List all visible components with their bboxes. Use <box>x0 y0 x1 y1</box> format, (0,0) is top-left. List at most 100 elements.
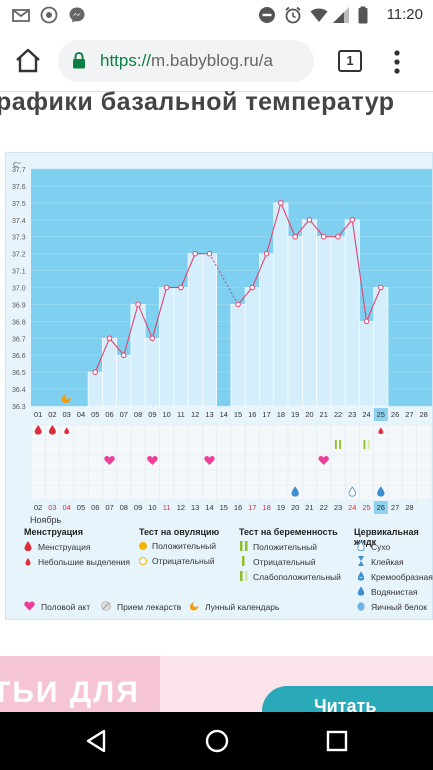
x-day-label: 20 <box>305 410 313 419</box>
x-day-label: 02 <box>48 410 56 419</box>
current-date-highlight <box>373 501 388 514</box>
cervical-dry-icon <box>348 486 356 497</box>
x-day-label: 13 <box>205 410 213 419</box>
x-day-label: 15 <box>234 410 242 419</box>
drop-icon <box>24 541 32 551</box>
temp-point <box>192 250 199 257</box>
home-icon[interactable] <box>14 47 42 75</box>
address-bar[interactable]: https://m.babyblog.ru/a <box>58 40 314 82</box>
sun-outline-icon <box>139 557 147 565</box>
y-tick-label: 36.7 <box>12 336 26 343</box>
temp-bar <box>102 337 118 407</box>
temp-bar <box>230 304 246 407</box>
x-day-label: 04 <box>77 410 85 419</box>
legend-item-medication: Прием лекарств <box>101 601 181 612</box>
legend-item-ovulation-negative: Отрицательный <box>139 556 215 566</box>
temp-point <box>121 352 127 359</box>
heart-icon <box>24 601 35 611</box>
wifi-icon <box>310 8 328 22</box>
temp-point <box>149 335 156 342</box>
temp-line-segment <box>123 304 139 356</box>
one-line-icon <box>242 556 245 566</box>
temp-point <box>349 216 356 223</box>
legend-pregnancy-header: Тест на беременность <box>239 527 338 537</box>
x-date-label: 05 <box>77 503 85 512</box>
egg-icon <box>357 602 365 611</box>
temp-bar <box>244 287 260 407</box>
banner-shape <box>0 656 160 712</box>
y-tick-label: 36.8 <box>12 319 26 326</box>
clock: 11:20 <box>386 6 423 23</box>
current-day-highlight <box>373 408 388 421</box>
x-date-label: 06 <box>91 503 99 512</box>
temp-line-segment <box>209 253 239 305</box>
temp-point <box>320 233 327 240</box>
temp-point <box>292 233 298 240</box>
system-navigation-bar <box>0 712 433 770</box>
do-not-disturb-icon <box>259 7 275 23</box>
temp-bar <box>201 253 217 407</box>
temp-point <box>92 369 99 375</box>
x-date-label: 25 <box>362 503 370 512</box>
x-date-label: 23 <box>334 503 342 512</box>
legend-item-cervical-dry: Сухо <box>357 540 390 552</box>
bbt-chart: 37.7 37.6 37.5 37.4 37.3 37.2 37.1 37.0 36.9 36.8… <box>12 161 432 514</box>
x-day-label: 19 <box>291 410 299 419</box>
browser-toolbar: https://m.babyblog.ru/a 1 <box>0 30 433 92</box>
x-date-label: 12 <box>177 503 185 512</box>
temp-point <box>249 284 256 291</box>
y-tick-label: 37.7 <box>12 167 26 174</box>
temp-bar <box>344 219 360 407</box>
faint-lines-icon <box>240 571 248 581</box>
y-axis-unit: C° <box>13 161 21 169</box>
legend-cervical-header: Цервикальная жидк <box>354 527 419 547</box>
chart-legend: Менструация Менструация Небольшие выделе… <box>0 520 433 620</box>
tab-switcher-button[interactable]: 1 <box>338 50 362 72</box>
x-date-label: 13 <box>191 503 199 512</box>
temp-line-segment <box>366 287 382 322</box>
alarm-icon <box>285 6 301 24</box>
pregnancy-test-line <box>363 440 366 449</box>
intercourse-heart-icon <box>147 456 158 465</box>
x-day-label: 27 <box>405 410 413 419</box>
x-day-label: 14 <box>220 410 228 419</box>
legend-item-intercourse: Половой акт <box>24 601 90 612</box>
temp-point <box>178 284 184 291</box>
temp-line-segment <box>137 304 153 339</box>
x-day-label: 07 <box>120 410 128 419</box>
legend-item-lunar: Лунный календарь <box>189 601 279 612</box>
temp-bar <box>287 236 303 407</box>
temp-point <box>335 233 341 240</box>
x-date-label: 07 <box>105 503 113 512</box>
back-icon[interactable] <box>84 728 110 754</box>
x-date-label: 19 <box>277 503 285 512</box>
x-day-label: 01 <box>34 410 42 419</box>
legend-item-pregnancy-weak: Слабоположительный <box>239 571 341 582</box>
hourglass-drop-icon <box>358 556 364 566</box>
x-day-label: 03 <box>63 410 71 419</box>
recents-icon[interactable] <box>324 728 350 754</box>
x-day-label: 21 <box>320 410 328 419</box>
legend-item-spotting: Небольшие выделения <box>24 556 130 567</box>
x-date-label: 10 <box>148 503 156 512</box>
temp-bar <box>330 236 346 407</box>
overflow-menu-icon[interactable] <box>390 48 404 76</box>
legend-item-cervical-creamy: Кремообразная <box>357 571 433 582</box>
temp-bar <box>144 337 160 407</box>
promo-banner[interactable]: ТЬИ ДЛЯ Читать <box>0 656 433 712</box>
x-date-label: 03 <box>48 503 56 512</box>
swirl-drop-icon <box>357 571 365 581</box>
two-lines-icon <box>240 541 248 551</box>
temp-bar <box>359 321 375 407</box>
legend-item-ovulation-positive: Положительный <box>139 541 216 551</box>
x-day-label: 22 <box>334 410 342 419</box>
y-tick-label: 36.3 <box>12 404 26 411</box>
x-date-label: 27 <box>391 503 399 512</box>
banner-text: ТЬИ ДЛЯ <box>0 676 140 709</box>
moon-icon <box>190 601 199 611</box>
home-circle-icon[interactable] <box>204 728 230 754</box>
y-tick-label: 37.3 <box>12 235 26 242</box>
legend-ovulation-header: Тест на овуляцию <box>139 527 220 537</box>
banner-read-button[interactable]: Читать <box>262 686 433 712</box>
x-date-label: 17 <box>248 503 256 512</box>
